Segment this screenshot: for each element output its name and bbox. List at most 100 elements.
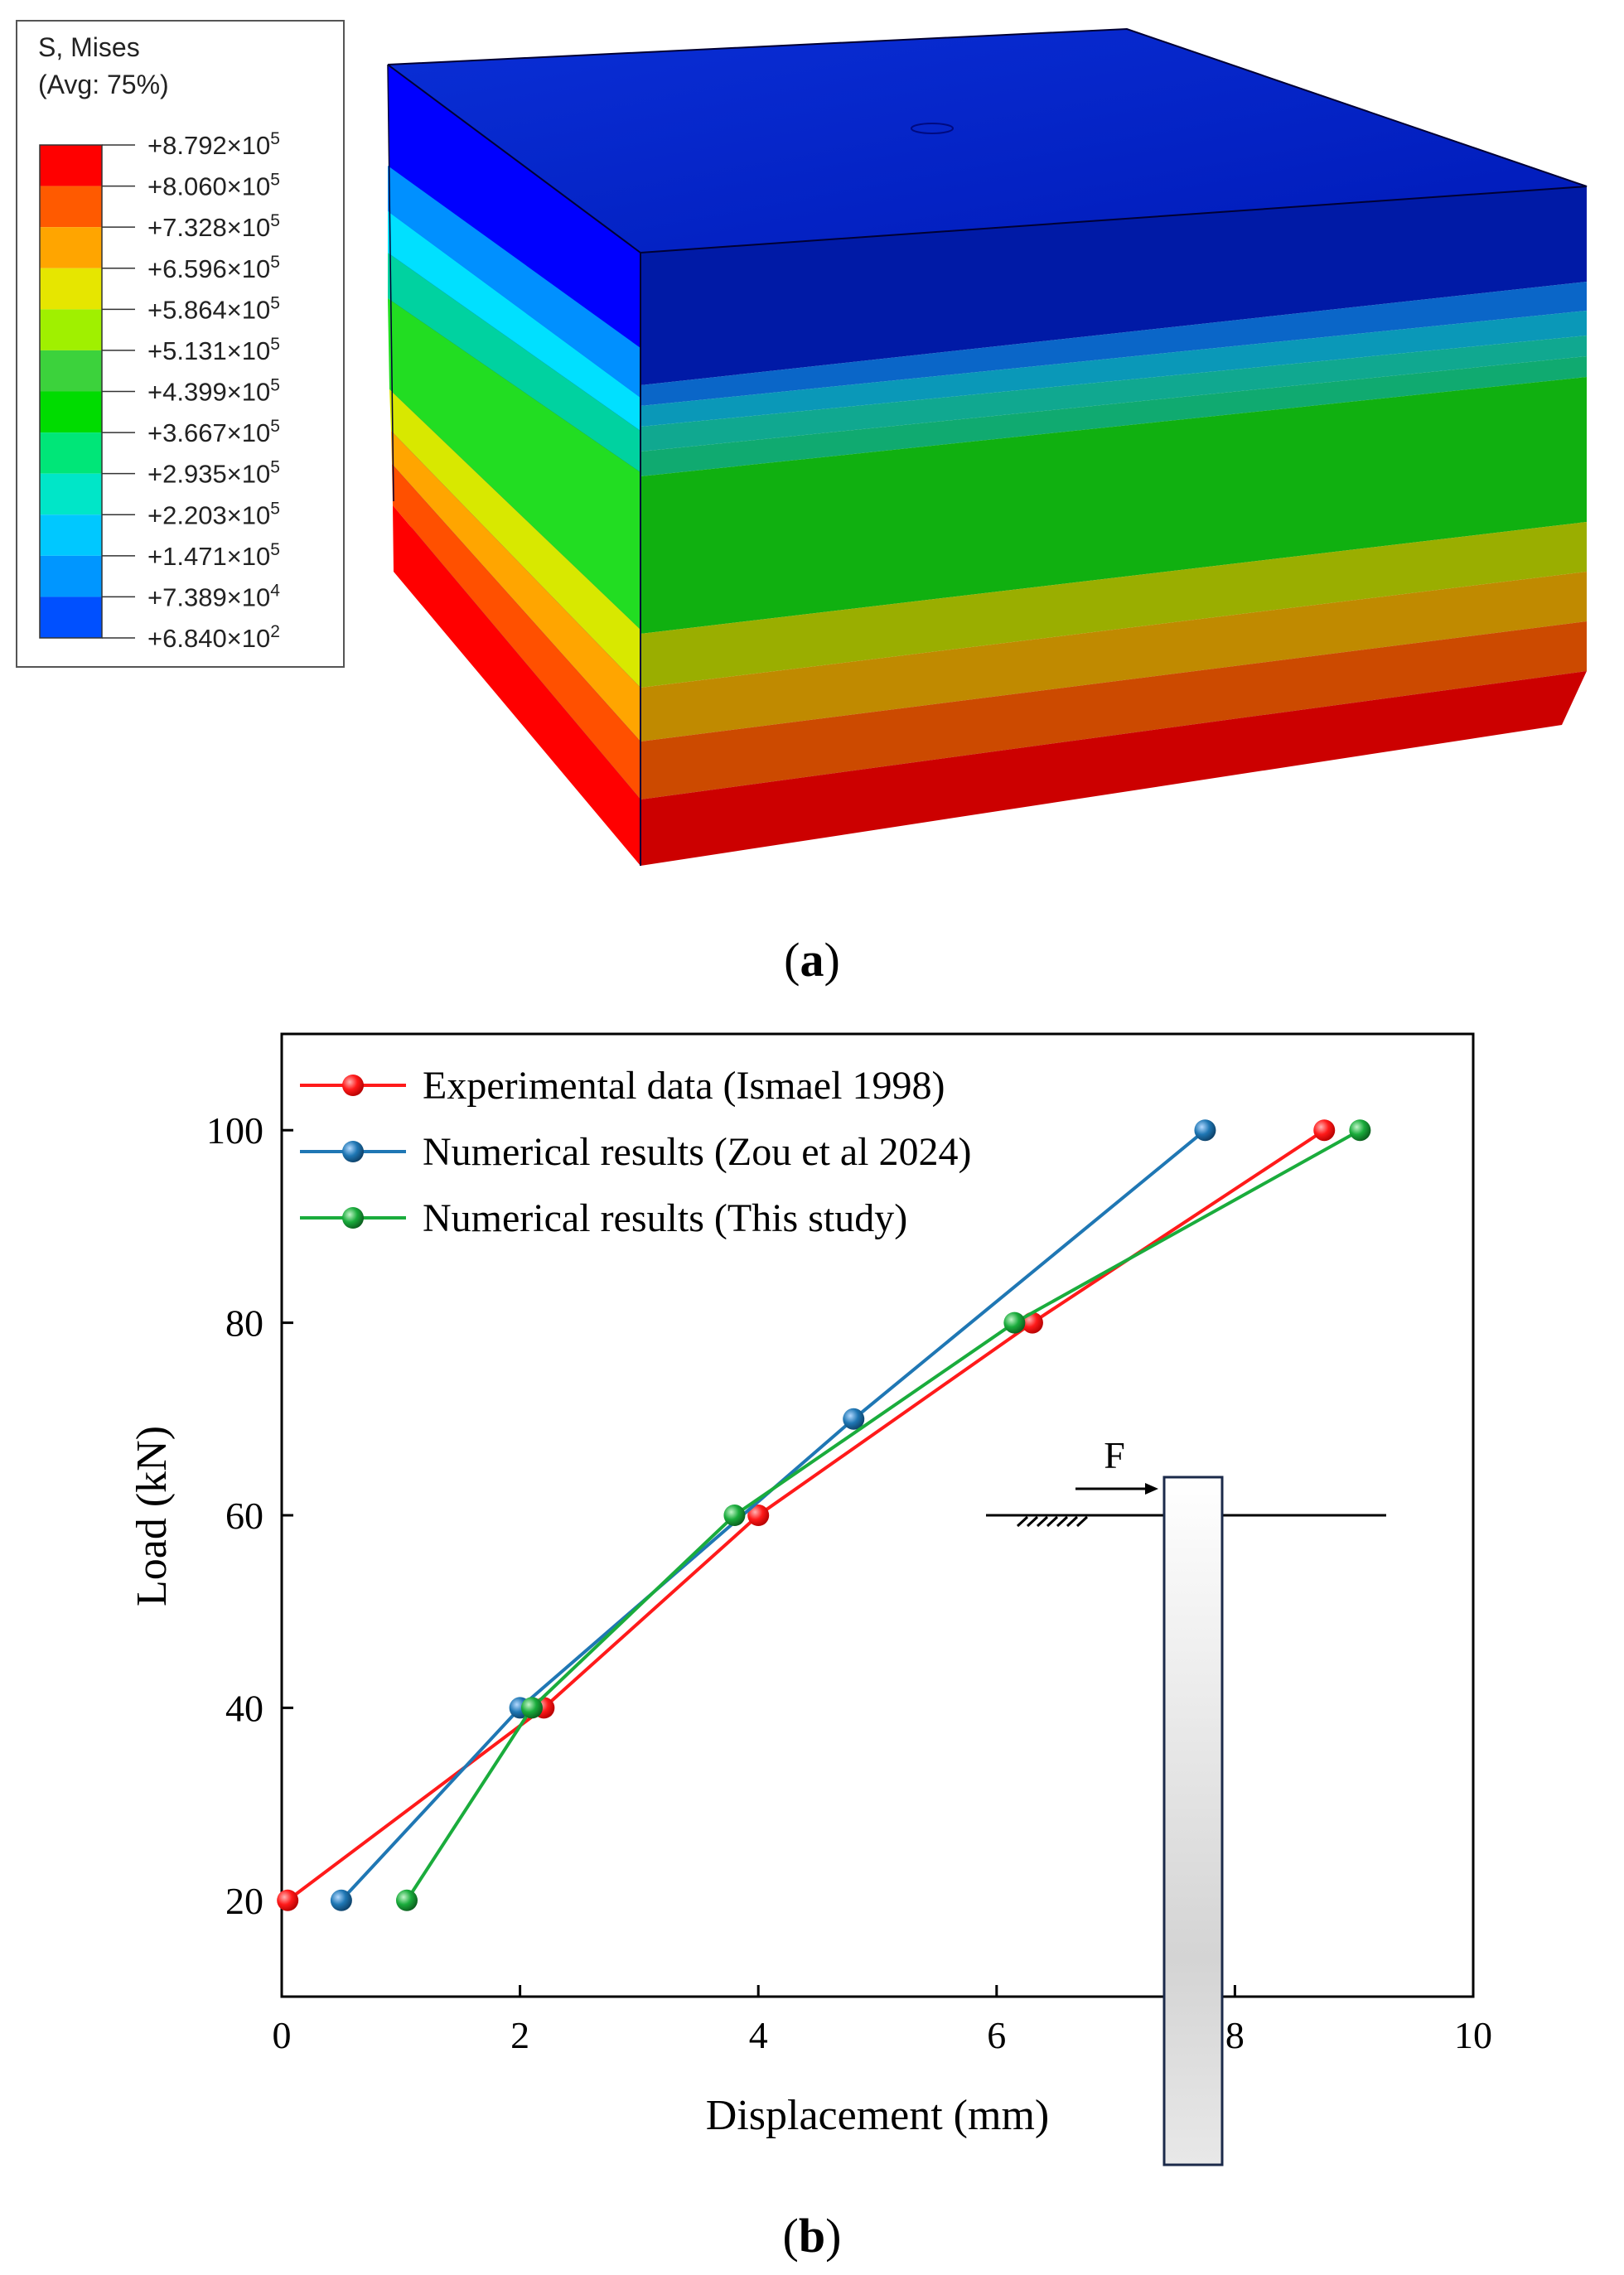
front-band [640, 572, 1587, 741]
data-point [1313, 1119, 1336, 1142]
front-band [640, 621, 1587, 799]
legend-value: +3.667×105 [147, 417, 280, 447]
legend-marker [342, 1075, 364, 1096]
legend-value: +6.596×105 [147, 253, 280, 283]
side-band [391, 431, 640, 741]
y-axis-ticks: 20 40 60 80 100 [206, 1109, 293, 1922]
load-displacement-chart: 0 2 4 6 8 10 20 40 60 80 100 Displacement (mm) Lo… [128, 1032, 1492, 2263]
x-axis-ticks: 0 2 4 6 8 10 [273, 1985, 1492, 2056]
legend-value: +8.792×105 [147, 129, 280, 160]
legend-swatch [40, 227, 102, 268]
legend-entry: Numerical results (This study) [300, 1196, 907, 1240]
chart-legend: Experimental data (Ismael 1998) Numerical… [300, 1064, 971, 1240]
legend-swatch [40, 309, 102, 350]
y-tick-label: 100 [206, 1109, 263, 1152]
force-label: F [1104, 1434, 1125, 1476]
x-tick-label: 4 [749, 2014, 768, 2056]
y-tick-label: 40 [225, 1687, 263, 1729]
side-band [393, 505, 640, 866]
soil-hatch-icon [1016, 1515, 1089, 1528]
series-layer [277, 1119, 1371, 1911]
x-tick-label: 8 [1225, 2014, 1245, 2056]
legend-value: +7.328×105 [147, 211, 280, 242]
side-band [389, 389, 640, 688]
legend-swatches [39, 144, 135, 639]
block-edges [387, 27, 1588, 254]
data-point [1194, 1119, 1216, 1142]
legend-label: Numerical results (This study) [423, 1196, 907, 1240]
legend-swatch [40, 145, 102, 186]
legend-value: +1.471×105 [147, 540, 280, 571]
legend-swatch [40, 350, 102, 392]
soil-block-3d [387, 27, 1588, 866]
data-point [1003, 1311, 1026, 1334]
data-point [747, 1505, 770, 1526]
block-edge-left [387, 64, 394, 502]
y-axis-title: Load (kN) [128, 1426, 176, 1606]
side-band [388, 211, 640, 431]
front-band [640, 311, 1587, 427]
legend-marker [342, 1207, 364, 1229]
side-band [392, 464, 640, 799]
block-top-face [388, 29, 1587, 253]
legend-swatch [40, 268, 102, 310]
series-line [340, 1128, 1206, 1902]
legend-swatch [40, 514, 102, 556]
legend-label: Experimental data (Ismael 1998) [423, 1064, 945, 1108]
legend-value: +4.399×105 [147, 376, 280, 407]
legend-swatch [40, 473, 102, 515]
legend-subtitle: (Avg: 75%) [38, 70, 169, 99]
legend-swatch [40, 555, 102, 597]
x-tick-label: 0 [273, 2014, 292, 2056]
legend-value: +7.389×104 [147, 581, 280, 611]
y-tick-label: 60 [225, 1495, 263, 1537]
data-point [843, 1408, 865, 1430]
legend-title: S, Mises [38, 32, 140, 62]
legend-value: +5.864×105 [147, 293, 280, 324]
panel-label-b: (b) [783, 2209, 842, 2263]
x-axis-title: Displacement (mm) [706, 2092, 1049, 2139]
x-tick-label: 10 [1454, 2014, 1492, 2056]
contour-plot-panel: S, Mises (Avg: 75%) +8.792×105 +8.060×105… [16, 20, 1588, 987]
legend-labels: +8.792×105 +8.060×105 +7.328×105 +6.596×105… [147, 129, 280, 653]
pile-shape [1162, 1476, 1224, 2166]
legend-swatch [40, 186, 102, 228]
y-tick-label: 20 [225, 1880, 263, 1922]
front-band [640, 336, 1587, 452]
front-band [640, 377, 1587, 634]
stress-legend: S, Mises (Avg: 75%) +8.792×105 +8.060×105… [16, 20, 345, 668]
pile-head-marker [911, 123, 954, 134]
x-tick-label: 2 [510, 2014, 529, 2056]
data-point [395, 1889, 418, 1911]
data-point [277, 1889, 299, 1911]
data-point [330, 1889, 352, 1911]
legend-value: +5.131×105 [147, 335, 280, 365]
front-band [640, 282, 1587, 406]
side-band [388, 298, 640, 630]
legend-swatch [40, 597, 102, 638]
x-tick-label: 6 [987, 2014, 1006, 2056]
series-3 [395, 1119, 1371, 1911]
force-arrow-icon [1145, 1483, 1158, 1495]
legend-label: Numerical results (Zou et al 2024) [423, 1130, 971, 1174]
front-band [640, 671, 1587, 866]
front-band [640, 356, 1587, 476]
y-tick-label: 80 [225, 1302, 263, 1345]
front-band [640, 522, 1587, 688]
data-point [723, 1505, 746, 1526]
side-band [388, 253, 640, 472]
legend-value: +2.935×105 [147, 458, 280, 489]
side-band [388, 166, 640, 398]
legend-value: +2.203×105 [147, 499, 280, 529]
legend-value: +8.060×105 [147, 171, 280, 201]
legend-value: +6.840×102 [147, 622, 280, 653]
panel-label-a: (a) [784, 933, 840, 987]
legend-swatch [40, 391, 102, 433]
legend-entry: Numerical results (Zou et al 2024) [300, 1130, 971, 1174]
legend-marker [342, 1141, 364, 1162]
data-point [1349, 1119, 1371, 1142]
legend-entry: Experimental data (Ismael 1998) [300, 1064, 945, 1108]
data-point [520, 1697, 543, 1719]
pile-inset-diagram: F [986, 1434, 1386, 2166]
legend-swatch [40, 432, 102, 474]
